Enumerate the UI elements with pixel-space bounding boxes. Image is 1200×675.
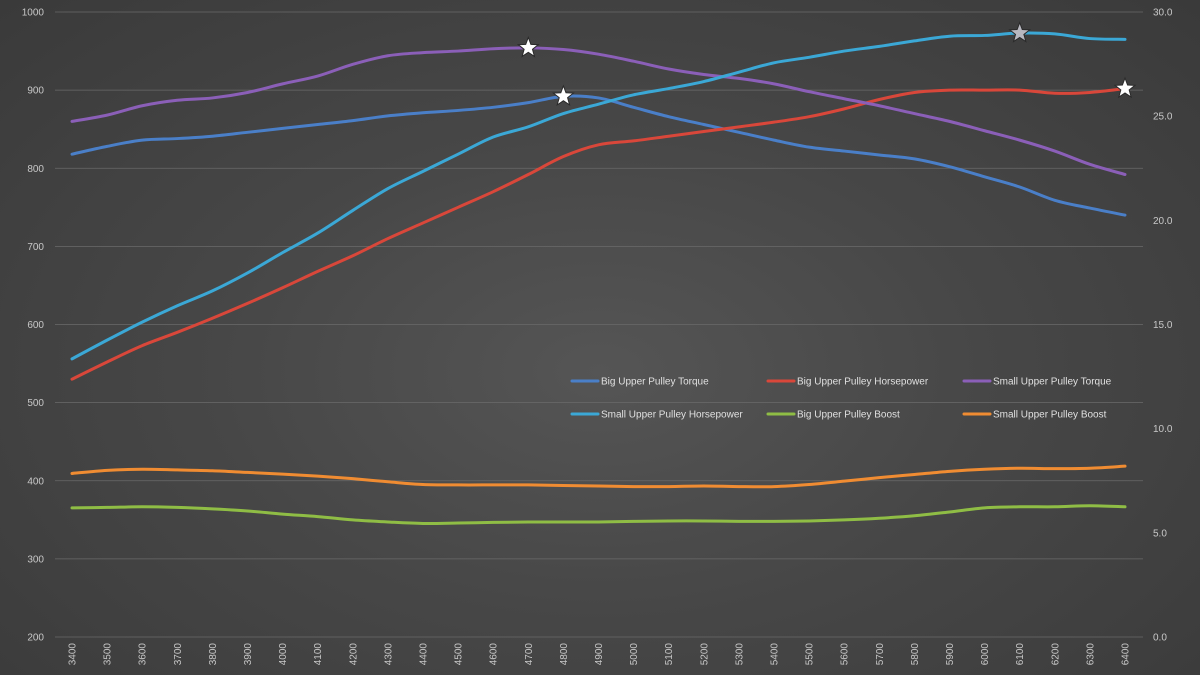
x-tick-label: 6400 xyxy=(1121,643,1132,666)
y-tick-label: 1000 xyxy=(22,8,45,19)
x-tick-label: 4400 xyxy=(419,643,430,666)
left-y-axis: 200 300 400 500 600 700 800 900 1000 xyxy=(22,8,45,644)
series-line-big-upper-pulley-boost xyxy=(70,504,1127,525)
x-tick-label: 5300 xyxy=(734,643,745,666)
x-tick-label: 3800 xyxy=(208,643,219,666)
legend-item: Big Upper Pulley Boost xyxy=(766,410,900,421)
legend-item: Big Upper Pulley Horsepower xyxy=(766,377,929,388)
x-tick-label: 5000 xyxy=(629,643,640,666)
x-tick-label: 4300 xyxy=(383,643,394,666)
series-line-big-upper-pulley-torque xyxy=(70,94,1127,217)
x-tick-label: 4900 xyxy=(594,643,605,666)
legend-item: Big Upper Pulley Torque xyxy=(570,377,709,388)
x-tick-label: 3900 xyxy=(243,643,254,666)
y-tick-label: 300 xyxy=(27,554,44,565)
x-tick-label: 5400 xyxy=(770,643,781,666)
legend-label: Small Upper Pulley Boost xyxy=(993,410,1107,421)
y2-tick-label: 5.0 xyxy=(1153,528,1167,539)
x-tick-label: 6300 xyxy=(1085,643,1096,666)
legend-label: Big Upper Pulley Torque xyxy=(601,377,709,388)
x-tick-label: 5800 xyxy=(910,643,921,666)
x-tick-label: 4600 xyxy=(489,643,500,666)
peak-star-icon xyxy=(552,84,575,107)
x-tick-label: 5200 xyxy=(699,643,710,666)
series-line-small-upper-pulley-boost xyxy=(70,464,1127,489)
legend-label: Big Upper Pulley Horsepower xyxy=(797,377,929,388)
x-tick-label: 5100 xyxy=(664,643,675,666)
peak-star-icon xyxy=(1008,21,1032,43)
x-tick-label: 4100 xyxy=(313,643,324,666)
y-tick-label: 800 xyxy=(27,164,44,175)
y2-tick-label: 15.0 xyxy=(1153,320,1173,331)
y2-tick-label: 20.0 xyxy=(1153,216,1173,227)
x-tick-label: 5900 xyxy=(945,643,956,666)
x-tick-label: 5500 xyxy=(805,643,816,666)
x-tick-label: 3400 xyxy=(68,643,79,666)
x-axis: 3400 3500 3600 3700 3800 3900 4000 4100 4200 4300… xyxy=(68,643,1132,666)
peak-star-icon xyxy=(516,36,540,58)
right-y-axis: 0.0 5.0 10.0 15.0 20.0 25.0 30.0 xyxy=(1153,8,1173,644)
peak-star-icon xyxy=(1113,76,1137,99)
legend-label: Small Upper Pulley Torque xyxy=(993,377,1112,388)
x-tick-label: 5700 xyxy=(875,643,886,666)
x-tick-label: 6100 xyxy=(1015,643,1026,666)
y-tick-label: 700 xyxy=(27,242,44,253)
y2-tick-label: 30.0 xyxy=(1153,8,1173,19)
x-tick-label: 6000 xyxy=(980,643,991,666)
x-tick-label: 3600 xyxy=(138,643,149,666)
y-tick-label: 500 xyxy=(27,398,44,409)
y-tick-label: 200 xyxy=(27,633,44,644)
x-tick-label: 6200 xyxy=(1050,643,1061,666)
series-line-small-upper-pulley-horsepower xyxy=(70,31,1127,361)
x-tick-label: 3700 xyxy=(173,643,184,666)
y2-tick-label: 10.0 xyxy=(1153,424,1173,435)
x-tick-label: 4000 xyxy=(278,643,289,666)
series-lines xyxy=(70,31,1127,525)
series-line-small-upper-pulley-torque xyxy=(70,46,1127,176)
x-tick-label: 4800 xyxy=(559,643,570,666)
gridlines xyxy=(55,11,1143,638)
y-tick-label: 900 xyxy=(27,86,44,97)
y-tick-label: 400 xyxy=(27,476,44,487)
legend: Big Upper Pulley Torque Big Upper Pulley … xyxy=(570,377,1112,421)
legend-item: Small Upper Pulley Boost xyxy=(962,410,1107,421)
x-tick-label: 3500 xyxy=(103,643,114,666)
x-tick-label: 4700 xyxy=(524,643,535,666)
x-tick-label: 5600 xyxy=(840,643,851,666)
x-tick-label: 4500 xyxy=(454,643,465,666)
y2-tick-label: 0.0 xyxy=(1153,633,1167,644)
legend-item: Small Upper Pulley Horsepower xyxy=(570,410,743,421)
legend-item: Small Upper Pulley Torque xyxy=(962,377,1112,388)
peak-markers xyxy=(516,21,1137,107)
y2-tick-label: 25.0 xyxy=(1153,112,1173,123)
legend-label: Big Upper Pulley Boost xyxy=(797,410,900,421)
legend-label: Small Upper Pulley Horsepower xyxy=(601,410,743,421)
series-line-big-upper-pulley-horsepower xyxy=(70,87,1127,381)
x-tick-label: 4200 xyxy=(348,643,359,666)
y-tick-label: 600 xyxy=(27,320,44,331)
